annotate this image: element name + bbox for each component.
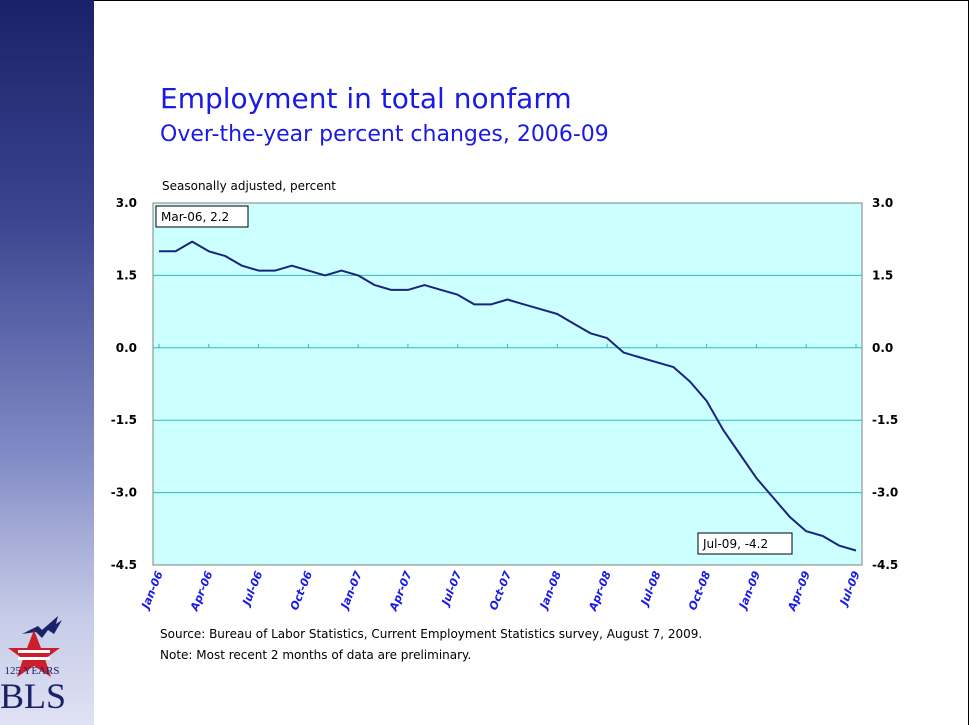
y-tick-label-right: -3.0: [872, 486, 898, 500]
x-tick-label: Apr-08: [586, 569, 614, 614]
y-tick-label-right: 1.5: [872, 268, 893, 282]
annotation-box: [697, 532, 793, 555]
y-tick-label-right: 0.0: [872, 341, 893, 355]
y-tick-label-left: -3.0: [111, 486, 137, 500]
series-line: [159, 240, 857, 552]
preliminary-note: Note: Most recent 2 months of data are p…: [160, 648, 472, 662]
y-tick-label-left: 0.0: [116, 341, 137, 355]
slide-top-border: [0, 0, 969, 1]
x-tick-label: Oct-08: [686, 569, 714, 612]
x-tick-label: Jul-07: [438, 569, 464, 609]
x-tick-label: Apr-06: [188, 569, 216, 614]
y-tick-label-left: -1.5: [111, 413, 137, 427]
annotation-label: Mar-06, 2.2: [161, 210, 229, 224]
chart-subtitle: Over-the-year percent changes, 2006-09: [160, 122, 609, 147]
x-tick-label: Apr-09: [785, 569, 813, 614]
x-tick-label: Oct-07: [487, 569, 515, 612]
source-note: Source: Bureau of Labor Statistics, Curr…: [160, 627, 703, 641]
y-tick-label-right: -4.5: [872, 558, 898, 572]
chart-title: Employment in total nonfarm: [160, 82, 572, 115]
x-tick-label: Jul-09: [837, 569, 863, 609]
y-tick-label-right: 3.0: [872, 196, 893, 210]
y-tick-label-left: -4.5: [111, 558, 137, 572]
y-tick-label-left: 1.5: [116, 268, 137, 282]
x-tick-label: Jul-08: [638, 569, 664, 609]
y-tick-label-right: -1.5: [872, 413, 898, 427]
annotation-label: Jul-09, -4.2: [702, 537, 768, 551]
x-tick-label: Oct-06: [288, 569, 316, 612]
x-tick-label: Jan-07: [337, 569, 365, 612]
slide-sidebar-gradient: [0, 0, 94, 725]
plot-area: [152, 202, 863, 566]
annotation-box: [155, 205, 249, 228]
x-tick-label: Jan-08: [537, 569, 565, 612]
x-tick-label: Jan-06: [138, 569, 166, 612]
y-tick-label-left: 3.0: [116, 196, 137, 210]
x-tick-label: Jan-09: [736, 569, 764, 612]
y-axis-units-label: Seasonally adjusted, percent: [162, 179, 336, 193]
bls-star-logo-icon: [8, 616, 62, 677]
logo-bls-text: BLS: [0, 676, 67, 716]
logo-years-text: 125 YEARS: [4, 665, 60, 677]
x-tick-label: Jul-06: [239, 569, 265, 609]
x-tick-label: Apr-07: [387, 569, 415, 614]
